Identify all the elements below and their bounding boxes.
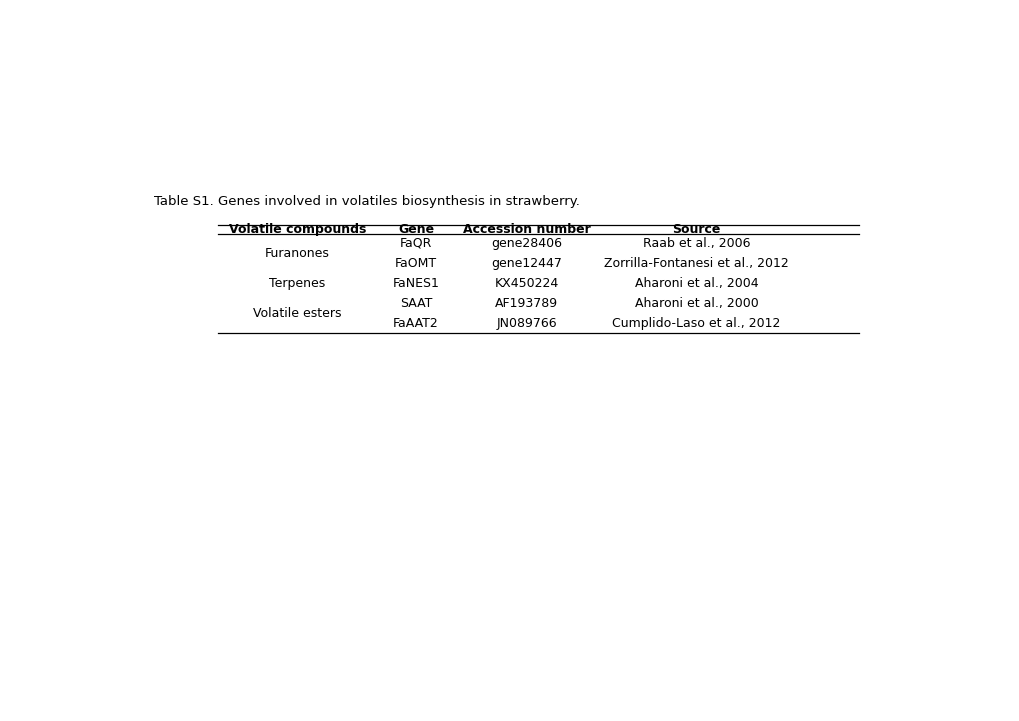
Text: JN089766: JN089766	[496, 317, 556, 329]
Text: FaAAT2: FaAAT2	[392, 317, 438, 329]
Text: gene12447: gene12447	[491, 257, 561, 270]
Text: AF193789: AF193789	[494, 296, 557, 309]
Text: Aharoni et al., 2004: Aharoni et al., 2004	[634, 277, 758, 290]
Text: FaOMT: FaOMT	[394, 257, 437, 270]
Text: Accession number: Accession number	[463, 224, 590, 236]
Text: Source: Source	[672, 224, 720, 236]
Text: FaQR: FaQR	[399, 236, 432, 249]
Text: Table S1. Genes involved in volatiles biosynthesis in strawberry.: Table S1. Genes involved in volatiles bi…	[154, 195, 579, 208]
Text: Zorrilla-Fontanesi et al., 2012: Zorrilla-Fontanesi et al., 2012	[603, 257, 789, 270]
Text: Terpenes: Terpenes	[269, 277, 325, 290]
Text: Volatile esters: Volatile esters	[253, 306, 341, 319]
Text: Volatile compounds: Volatile compounds	[228, 224, 366, 236]
Text: KX450224: KX450224	[494, 277, 558, 290]
Text: Gene: Gene	[397, 224, 434, 236]
Text: Furanones: Furanones	[265, 247, 329, 260]
Text: SAAT: SAAT	[399, 296, 432, 309]
Text: Aharoni et al., 2000: Aharoni et al., 2000	[634, 296, 758, 309]
Text: Raab et al., 2006: Raab et al., 2006	[642, 236, 750, 249]
Text: gene28406: gene28406	[491, 236, 561, 249]
Text: Cumplido-Laso et al., 2012: Cumplido-Laso et al., 2012	[611, 317, 781, 329]
Text: FaNES1: FaNES1	[392, 277, 439, 290]
